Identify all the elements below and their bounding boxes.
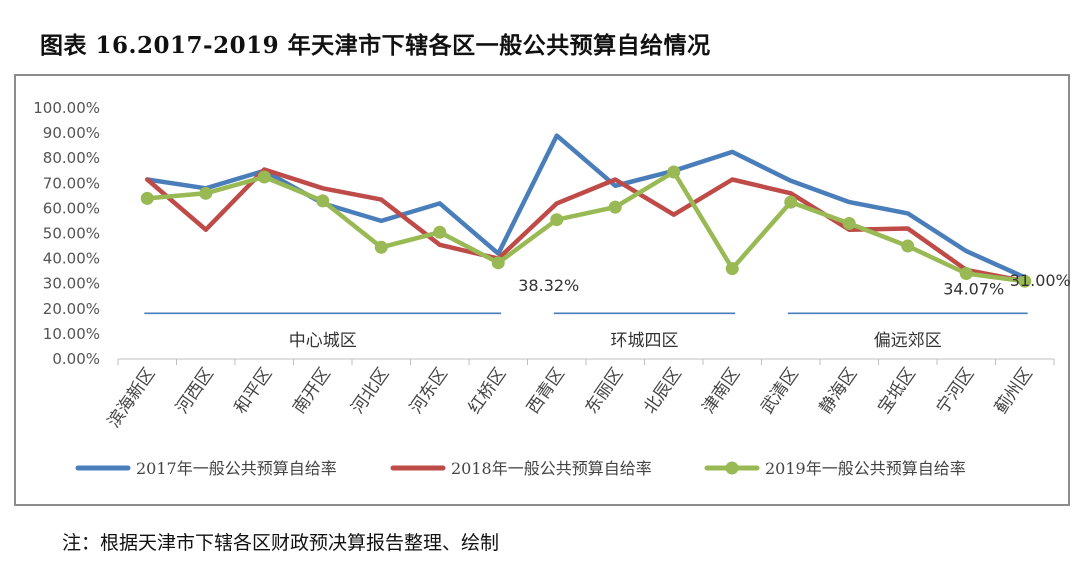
group-label: 中心城区 (289, 331, 357, 351)
data-point-marker (199, 186, 213, 200)
y-tick-label: 60.00% (43, 199, 100, 217)
data-label: 31.00% (1010, 271, 1071, 290)
x-category-label: 滨海新区 (104, 364, 159, 431)
x-category-label: 蓟州区 (991, 364, 1037, 417)
data-point-marker (140, 191, 154, 205)
data-point-marker (433, 225, 447, 239)
data-label: 34.07% (943, 279, 1004, 298)
chart-title: 图表 16.2017-2019 年天津市下辖各区一般公共预算自给情况 (40, 32, 711, 59)
x-category-label: 津南区 (699, 364, 745, 417)
y-tick-label: 100.00% (33, 99, 100, 117)
data-point-marker (374, 240, 388, 254)
x-category-label: 河北区 (348, 364, 394, 417)
x-category-label: 河西区 (172, 364, 218, 417)
y-tick-label: 90.00% (43, 124, 100, 142)
data-point-marker (257, 170, 271, 184)
data-point-marker (316, 194, 330, 208)
data-point-marker (725, 262, 739, 276)
data-point-marker (1018, 274, 1032, 288)
y-tick-label: 20.00% (43, 300, 100, 318)
x-category-label: 北辰区 (640, 364, 686, 417)
legend-entry-label: 2018年一般公共预算自给率 (451, 459, 652, 478)
x-category-label: 东丽区 (582, 364, 628, 417)
data-point-marker (667, 165, 681, 179)
x-category-label: 和平区 (231, 364, 277, 417)
data-point-marker (959, 266, 973, 280)
x-category-label: 静海区 (816, 364, 862, 417)
y-tick-label: 10.00% (43, 325, 100, 343)
data-point-marker (901, 239, 915, 253)
data-point-marker (784, 195, 798, 209)
y-tick-label: 80.00% (43, 149, 100, 167)
data-label: 38.32% (518, 276, 579, 295)
series-line-2019 (145, 169, 1028, 284)
legend-entry-label: 2017年一般公共预算自给率 (136, 459, 337, 478)
y-tick-label: 70.00% (43, 174, 100, 192)
data-point-marker (491, 256, 505, 270)
legend-entry-label: 2019年一般公共预算自给率 (765, 459, 966, 478)
y-tick-label: 0.00% (52, 350, 100, 368)
legend-marker (725, 461, 739, 475)
y-tick-label: 40.00% (43, 250, 100, 268)
x-category-label: 南开区 (289, 364, 335, 417)
group-label: 环城四区 (611, 331, 679, 351)
y-tick-label: 30.00% (43, 275, 100, 293)
x-category-label: 红桥区 (465, 364, 511, 417)
x-category-label: 武清区 (757, 364, 803, 417)
data-point-marker (842, 216, 856, 230)
group-label: 偏远郊区 (874, 331, 942, 351)
series-line-2018 (145, 167, 1028, 284)
chart-frame (14, 74, 1070, 506)
source-note: 注：根据天津市下辖各区财政预决算报告整理、绘制 (62, 532, 500, 554)
x-category-label: 西青区 (523, 364, 569, 417)
y-tick-label: 50.00% (43, 225, 100, 243)
series-line-2017 (145, 133, 1028, 280)
x-category-label: 宝坻区 (874, 364, 920, 417)
x-category-label: 宁河区 (933, 364, 979, 417)
data-point-marker (608, 200, 622, 214)
x-category-label: 河东区 (406, 364, 452, 417)
data-point-marker (550, 213, 564, 227)
